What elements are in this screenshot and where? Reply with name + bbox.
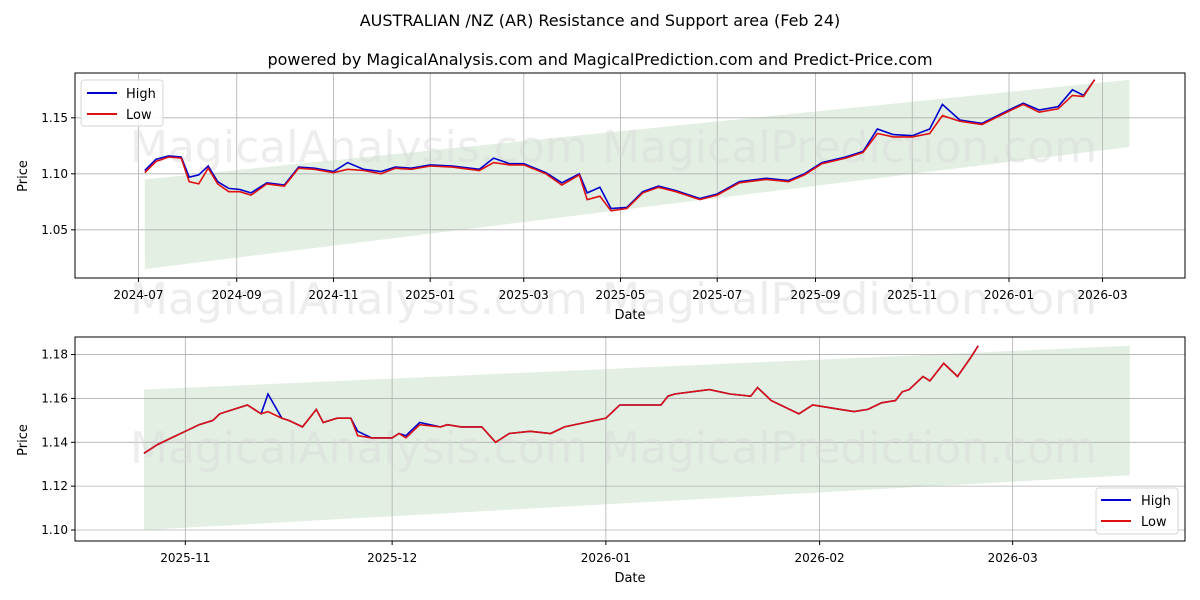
x-tick-label: 2024-07 (113, 288, 163, 302)
top-axes-frame (74, 72, 1186, 279)
x-tick-label: 2025-05 (595, 288, 645, 302)
bottom-grid (75, 337, 1185, 541)
x-tick-label: 2024-11 (308, 288, 358, 302)
y-tick-label: 1.18 (41, 348, 68, 362)
y-tick-label: 1.10 (41, 167, 68, 181)
mid-watermark-2: MagicalPrediction.com (602, 274, 1097, 325)
top-chart: MagicalAnalysis.com MagicalPrediction.co… (16, 72, 1186, 325)
mid-watermark-1: MagicalAnalysis.com (130, 274, 588, 325)
top-legend: High Low (80, 79, 164, 127)
x-tick-label: 2025-09 (790, 288, 840, 302)
legend-low-label: Low (126, 108, 152, 123)
x-tick-label: 2025-12 (367, 551, 417, 565)
top-watermark-2: MagicalPrediction.com (602, 122, 1097, 173)
y-tick-label: 1.10 (41, 523, 68, 537)
legend-high-label: High (126, 87, 156, 102)
y-tick-label: 1.12 (41, 479, 68, 493)
bottom-x-axis-label: Date (614, 571, 645, 586)
x-tick-label: 2025-07 (692, 288, 742, 302)
top-y-ticks: 1.05 1.10 1.15 (41, 111, 75, 237)
chart-subtitle: powered by MagicalAnalysis.com and Magic… (267, 50, 933, 69)
top-y-axis-label: Price (16, 160, 31, 192)
top-grid (75, 73, 1185, 278)
x-tick-label: 2025-01 (405, 288, 455, 302)
top-low-line (144, 79, 1096, 212)
top-high-line (144, 79, 1096, 210)
bottom-y-ticks: 1.10 1.12 1.14 1.16 1.18 (41, 348, 75, 537)
y-tick-label: 1.15 (41, 111, 68, 125)
bottom-support-band (143, 345, 1130, 531)
x-tick-label: 2026-01 (581, 551, 631, 565)
chart-title: AUSTRALIAN /NZ (AR) Resistance and Suppo… (359, 11, 841, 30)
top-x-ticks: 2024-07 2024-09 2024-11 2025-01 2025-03 2025-… (113, 278, 1128, 302)
y-tick-label: 1.05 (41, 223, 68, 237)
x-tick-label: 2026-03 (988, 551, 1038, 565)
bottom-y-axis-label: Price (16, 424, 31, 456)
bottom-watermark-1: MagicalAnalysis.com (130, 423, 588, 474)
bottom-x-ticks: 2025-11 2025-12 2026-01 2026-02 2026-03 (160, 541, 1038, 565)
x-tick-label: 2026-01 (984, 288, 1034, 302)
x-tick-label: 2026-02 (795, 551, 845, 565)
x-tick-label: 2025-11 (160, 551, 210, 565)
top-support-band (144, 79, 1130, 270)
y-tick-label: 1.14 (41, 435, 68, 449)
bottom-low-line (143, 345, 979, 454)
x-tick-label: 2024-09 (212, 288, 262, 302)
x-tick-label: 2025-11 (887, 288, 937, 302)
bottom-watermark-2: MagicalPrediction.com (602, 423, 1097, 474)
bottom-legend: High Low (1095, 487, 1179, 535)
top-x-axis-label: Date (614, 308, 645, 323)
y-tick-label: 1.16 (41, 391, 68, 405)
x-tick-label: 2026-03 (1077, 288, 1127, 302)
legend-high-label: High (1141, 494, 1171, 509)
bottom-axes-frame (74, 336, 1186, 542)
x-tick-label: 2025-03 (499, 288, 549, 302)
bottom-chart: MagicalAnalysis.com MagicalPrediction.co… (16, 336, 1186, 586)
legend-low-label: Low (1141, 515, 1167, 530)
